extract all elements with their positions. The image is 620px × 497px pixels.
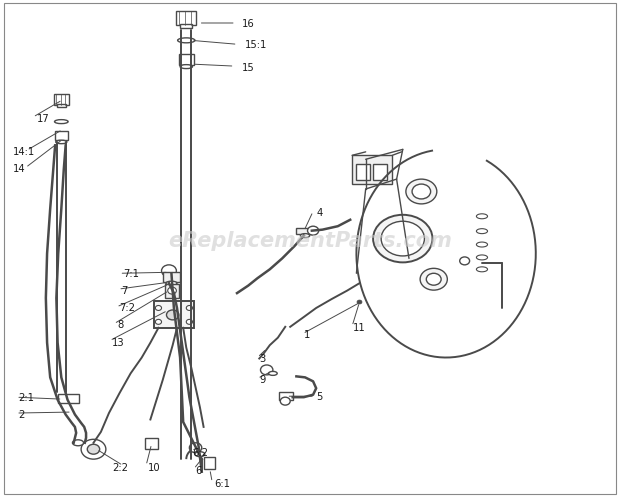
- Circle shape: [260, 365, 273, 375]
- Text: 11: 11: [353, 323, 366, 333]
- Circle shape: [162, 265, 176, 277]
- Ellipse shape: [476, 255, 487, 260]
- Text: 6: 6: [195, 466, 202, 476]
- Text: 2:1: 2:1: [18, 393, 34, 403]
- Circle shape: [186, 306, 192, 311]
- Circle shape: [168, 287, 176, 294]
- Bar: [203, 457, 215, 469]
- Bar: [163, 272, 180, 282]
- Ellipse shape: [166, 281, 177, 285]
- Ellipse shape: [476, 214, 487, 219]
- Ellipse shape: [268, 371, 277, 375]
- Bar: [352, 156, 392, 184]
- Text: 7:2: 7:2: [120, 303, 135, 313]
- Bar: [176, 10, 196, 25]
- Ellipse shape: [73, 440, 84, 446]
- Circle shape: [427, 273, 441, 285]
- Ellipse shape: [476, 242, 487, 247]
- Circle shape: [308, 226, 319, 235]
- Bar: [296, 228, 312, 234]
- Bar: [58, 394, 79, 403]
- Text: 3: 3: [259, 353, 265, 363]
- Text: 8: 8: [117, 321, 123, 331]
- Bar: [180, 24, 192, 28]
- Circle shape: [280, 397, 290, 405]
- Circle shape: [81, 439, 106, 459]
- Circle shape: [167, 310, 179, 320]
- Bar: [55, 131, 68, 141]
- Circle shape: [156, 320, 162, 325]
- Circle shape: [189, 443, 202, 453]
- Circle shape: [373, 215, 433, 262]
- Text: eReplacementParts.com: eReplacementParts.com: [168, 231, 452, 251]
- Circle shape: [156, 306, 162, 311]
- Text: 2:2: 2:2: [112, 463, 128, 473]
- Bar: [54, 94, 69, 105]
- Ellipse shape: [476, 267, 487, 272]
- Circle shape: [412, 184, 431, 199]
- Ellipse shape: [195, 452, 205, 457]
- Ellipse shape: [56, 140, 67, 144]
- Text: 9: 9: [259, 375, 265, 385]
- Circle shape: [186, 320, 192, 325]
- Circle shape: [381, 221, 425, 256]
- Bar: [57, 104, 66, 107]
- Text: 2: 2: [18, 410, 24, 419]
- Ellipse shape: [476, 229, 487, 234]
- Ellipse shape: [301, 234, 310, 238]
- Circle shape: [406, 179, 437, 204]
- Text: 6:2: 6:2: [192, 448, 208, 458]
- Text: 7: 7: [122, 286, 128, 296]
- Text: 15: 15: [242, 63, 255, 73]
- Bar: [279, 392, 293, 400]
- Text: 14:1: 14:1: [13, 147, 35, 157]
- Text: 17: 17: [37, 114, 50, 124]
- Text: 13: 13: [112, 337, 125, 348]
- Ellipse shape: [55, 120, 68, 124]
- Bar: [373, 164, 387, 180]
- Bar: [165, 284, 179, 298]
- Text: 14: 14: [13, 164, 25, 174]
- Bar: [146, 438, 158, 449]
- Circle shape: [459, 257, 469, 265]
- Text: 15:1: 15:1: [245, 40, 267, 50]
- Text: 10: 10: [148, 463, 161, 473]
- Circle shape: [357, 300, 362, 304]
- Text: 5: 5: [316, 392, 322, 402]
- Text: 16: 16: [242, 19, 255, 29]
- Bar: [356, 164, 370, 180]
- Text: 1: 1: [304, 330, 310, 340]
- Ellipse shape: [180, 65, 192, 69]
- Text: 7:1: 7:1: [123, 269, 139, 279]
- Bar: [179, 54, 193, 65]
- Circle shape: [87, 444, 100, 454]
- Bar: [154, 301, 194, 328]
- Text: 6:1: 6:1: [214, 479, 230, 489]
- Ellipse shape: [177, 38, 195, 43]
- Circle shape: [420, 268, 448, 290]
- Text: 4: 4: [316, 208, 322, 218]
